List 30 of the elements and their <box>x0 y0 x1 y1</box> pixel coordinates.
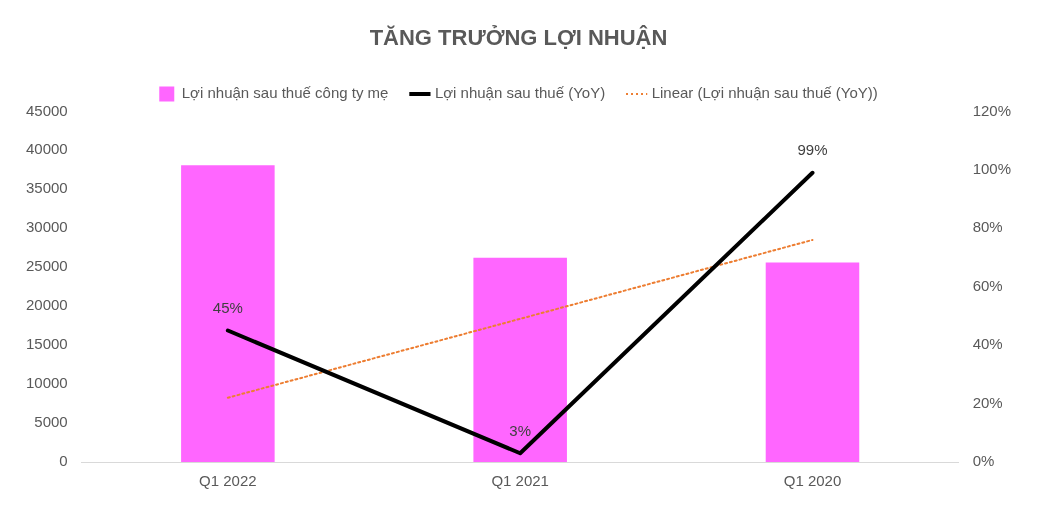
x-tick-label: Q1 2022 <box>199 472 257 490</box>
data-label: 99% <box>797 141 828 159</box>
y-tick-label: 30000 <box>25 218 68 236</box>
data-label: 45% <box>212 299 243 317</box>
legend-label: Linear (Lợi nhuận sau thuế (YoY)) <box>651 84 878 102</box>
y-tick-label: 10000 <box>25 374 68 392</box>
y-tick-label: 35000 <box>25 179 68 197</box>
y-tick-label: 0 <box>59 452 68 470</box>
bar <box>765 262 860 462</box>
y2-tick-label: 20% <box>972 393 1003 411</box>
bar <box>473 257 567 462</box>
y-tick-label: 45000 <box>25 101 68 119</box>
y2-tick-label: 60% <box>972 276 1003 294</box>
y-tick-label: 20000 <box>25 296 68 314</box>
chart-title: TĂNG TRƯỞNG LỢI NHUẬN <box>369 25 668 51</box>
y2-tick-label: 120% <box>972 101 1012 119</box>
y-tick-label: 40000 <box>25 140 68 158</box>
legend-label: Lợi nhuận sau thuế công ty mẹ <box>181 84 389 102</box>
y2-tick-label: 40% <box>972 335 1003 353</box>
x-tick-label: Q1 2020 <box>783 472 842 490</box>
x-tick-label: Q1 2021 <box>491 472 549 490</box>
data-label: 3% <box>509 421 532 439</box>
y-tick-label: 25000 <box>25 257 68 275</box>
y2-tick-label: 80% <box>972 218 1003 236</box>
y2-tick-label: 0% <box>972 452 995 470</box>
y2-tick-label: 100% <box>972 159 1012 177</box>
legend-label: Lợi nhuận sau thuế (YoY) <box>434 84 606 102</box>
y-tick-label: 15000 <box>25 335 68 353</box>
y-tick-label: 5000 <box>34 413 68 431</box>
bar <box>181 165 275 462</box>
